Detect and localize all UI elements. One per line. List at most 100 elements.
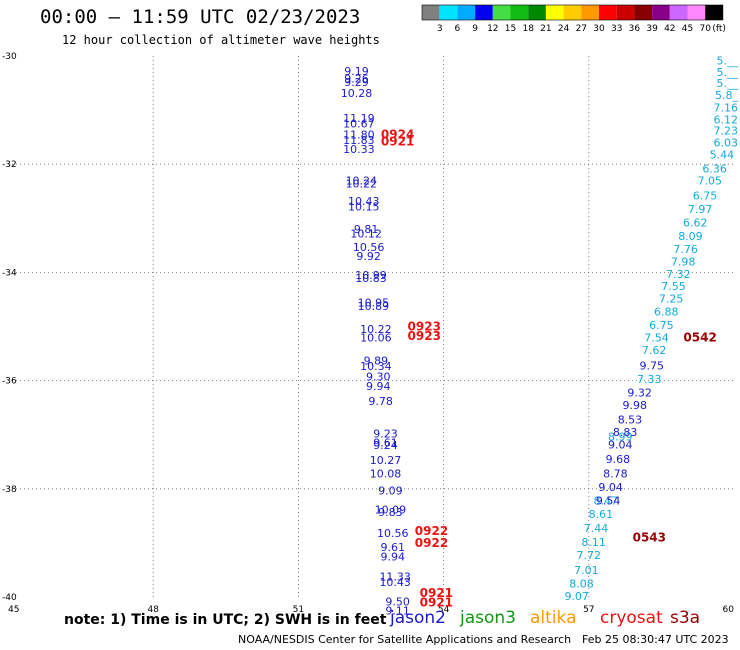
- data-point-label-jason3: 5.__: [717, 77, 739, 90]
- x-tick-label: 54: [438, 605, 450, 615]
- y-tick-label: -40: [2, 593, 17, 603]
- colorbar-swatch: [669, 5, 688, 20]
- data-point-label-jason2: 10.12: [350, 227, 382, 240]
- data-point-label-jason3-dark: 9.75: [639, 359, 664, 372]
- data-point-label-jason3: 7.55: [661, 280, 686, 293]
- colorbar-frame: [421, 4, 724, 21]
- data-point-label-jason2: 10.06: [360, 331, 392, 344]
- data-point-label-jason2: 9.81: [354, 223, 379, 236]
- data-point-label-cryosat: 0924: [381, 127, 414, 141]
- data-point-label-jason2: 10.15: [348, 200, 380, 213]
- data-point-label-cryosat: 0923: [408, 329, 441, 343]
- legend-cryosat: cryosat: [600, 608, 663, 628]
- data-point-label-jason2: 10.33: [343, 143, 375, 156]
- colorbar-swatch: [705, 5, 723, 20]
- data-point-label-jason3-dark: 8.78: [603, 468, 628, 481]
- data-point-label-jason3: 7.98: [671, 256, 696, 269]
- data-point-label-jason2: 10.56: [377, 527, 409, 540]
- data-point-label-jason3: 6.75: [693, 190, 718, 203]
- data-point-label-jason2: 9.89: [364, 355, 389, 368]
- data-point-label-jason2: 10.28: [341, 87, 373, 100]
- data-point-label-jason3: 7.33: [637, 373, 662, 386]
- colorbar-label: 24: [558, 24, 570, 34]
- footer-note: note: 1) Time is in UTC; 2) SWH is in fe…: [64, 612, 387, 628]
- data-point-label-cryosat: 0921: [420, 595, 453, 609]
- data-point-label-jason2: 10.22: [360, 323, 392, 336]
- data-points: 9.199.269.2910.2811.1910.6711.8011.8310.…: [341, 54, 739, 617]
- colorbar-label: 9: [472, 24, 478, 34]
- data-point-label-jason3-dark: 9.04: [608, 438, 633, 451]
- data-point-label-jason2: 10.83: [355, 272, 387, 285]
- colorbar-swatch: [545, 5, 564, 20]
- colorbar-label: 45: [682, 24, 693, 34]
- data-point-label-jason3: 7.05: [698, 174, 723, 187]
- data-point-label-jason3: 9.07: [564, 590, 589, 603]
- colorbar-swatch: [475, 5, 493, 20]
- data-point-label-jason3: 8.61: [589, 508, 614, 521]
- colorbar-swatch: [457, 5, 476, 20]
- data-point-label-jason3: 5.__: [717, 54, 739, 67]
- data-point-label-jason3: 7.72: [577, 549, 602, 562]
- data-point-label-jason3: 6.88: [654, 305, 679, 318]
- data-point-label-jason2: 9.92: [356, 250, 381, 263]
- data-point-label-jason2: 10.99: [355, 269, 387, 282]
- data-point-label-jason2: 10.95: [358, 297, 390, 310]
- footer-timestamp: Feb 25 08:30:47 UTC 2023: [582, 633, 729, 646]
- data-point-label-jason2: 11.33: [379, 570, 411, 583]
- legend-s3a: s3a: [670, 608, 701, 628]
- data-point-label-jason3: 7.54: [644, 331, 669, 344]
- data-point-label-cryosat: 0922: [415, 536, 448, 550]
- y-tick-label: -32: [2, 160, 17, 170]
- colorbar-swatch: [439, 5, 458, 20]
- colorbar-label: 33: [611, 24, 622, 34]
- data-point-label-s3a: 0543: [633, 530, 666, 544]
- data-point-label-jason2: 9.61: [373, 436, 398, 449]
- x-tick-label: 48: [147, 605, 159, 615]
- legend-jason2: jason2: [390, 608, 446, 628]
- data-point-label-jason2: 11.83: [343, 134, 375, 147]
- data-point-label-jason3: 7.97: [688, 203, 713, 216]
- data-point-label-jason2: 9.83: [378, 506, 403, 519]
- data-point-label-jason2: 10.08: [370, 468, 402, 481]
- data-point-label-jason2: 9.09: [378, 484, 403, 497]
- colorbar-unit: (ft): [712, 24, 726, 34]
- data-point-label-jason2: 9.94: [381, 550, 406, 563]
- data-point-label-jason2: 9.19: [344, 65, 369, 78]
- data-point-label-jason3: 5.44: [710, 148, 735, 161]
- colorbar-label: 70: [699, 24, 711, 34]
- data-point-label-jason2: 10.67: [343, 118, 375, 131]
- colorbar: 3 6 9 12 15 18 21 24 27 30 33 36 39 42 45 70 (ft): [421, 4, 726, 34]
- data-point-label-jason2: 9.61: [381, 541, 406, 554]
- legend-jason3: jason3: [460, 608, 516, 628]
- data-point-label-jason3-dark: 9.04: [598, 481, 623, 494]
- data-point-label-jason3: 6.12: [714, 113, 739, 126]
- colorbar-swatch: [510, 5, 529, 20]
- colorbar-label: 18: [522, 24, 534, 34]
- data-point-label-jason3-dark: 9.54: [596, 495, 621, 508]
- colorbar-label: 39: [646, 24, 658, 34]
- y-tick-label: -30: [2, 52, 17, 62]
- x-tick-label: 57: [583, 605, 594, 615]
- footer-credit: NOAA/NESDIS Center for Satellite Applica…: [238, 633, 572, 646]
- colorbar-swatch: [563, 5, 582, 20]
- x-tick-label: 60: [723, 605, 735, 615]
- y-tick-label: -38: [2, 485, 17, 495]
- data-point-label-jason3-dark: 9.98: [623, 399, 648, 412]
- data-point-label-jason3: 6.03: [714, 137, 739, 150]
- data-point-label-cryosat: 0921: [381, 134, 414, 148]
- data-point-label-jason2: 11.19: [343, 112, 375, 125]
- colorbar-swatch: [599, 5, 617, 20]
- data-point-label-jason2: 10.22: [346, 178, 378, 191]
- colorbar-label: 21: [540, 24, 551, 34]
- colorbar-label: 27: [576, 24, 587, 34]
- data-point-label-s3a: 0542: [683, 330, 716, 344]
- axis-ticks: -30 -32 -34 -36 -38 -40 45 48 51 54 57 60: [2, 52, 734, 615]
- data-point-label-cryosat: 0921: [420, 586, 453, 600]
- colorbar-swatch: [422, 5, 440, 20]
- y-tick-label: -34: [2, 268, 17, 278]
- colorbar-swatch: [652, 5, 670, 20]
- data-point-label-jason3: 7.23: [714, 125, 739, 138]
- data-point-label-jason3: 5.__: [717, 66, 739, 79]
- data-point-label-cryosat: 0922: [415, 524, 448, 538]
